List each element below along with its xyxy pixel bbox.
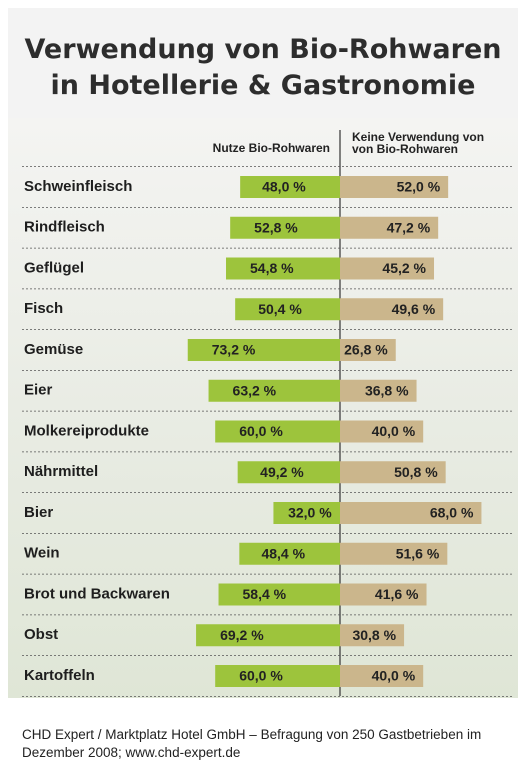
value-label: 26,8 % xyxy=(344,342,388,358)
value-label: 30,8 % xyxy=(352,627,396,643)
chart: Verwendung von Bio-Rohwaren in Hotelleri… xyxy=(0,0,526,769)
category-label: Nährmittel xyxy=(24,463,98,480)
category-label: Kartoffeln xyxy=(24,667,95,684)
bar xyxy=(196,624,340,646)
value-label: 60,0 % xyxy=(239,423,283,439)
value-label: 54,8 % xyxy=(250,260,294,276)
category-label: Molkereiprodukte xyxy=(24,422,149,439)
category-label: Fisch xyxy=(24,300,63,317)
value-label: 40,0 % xyxy=(372,423,416,439)
value-label: 45,2 % xyxy=(382,260,426,276)
value-label: 60,0 % xyxy=(239,668,283,684)
bar xyxy=(188,339,340,361)
category-label: Eier xyxy=(24,382,53,399)
legend-label: von Bio-Rohwaren xyxy=(352,142,458,156)
category-label: Bier xyxy=(24,504,53,521)
value-label: 36,8 % xyxy=(365,382,409,398)
category-label: Obst xyxy=(24,626,58,643)
page: Verwendung von Bio-Rohwaren in Hotelleri… xyxy=(0,0,526,769)
category-label: Schweinfleisch xyxy=(24,178,132,195)
value-label: 63,2 % xyxy=(233,382,277,398)
value-label: 68,0 % xyxy=(430,505,474,521)
value-label: 52,0 % xyxy=(397,179,441,195)
value-label: 58,4 % xyxy=(243,586,287,602)
category-label: Brot und Backwaren xyxy=(24,585,170,602)
category-label: Wein xyxy=(24,545,60,562)
source-note: CHD Expert / Marktplatz Hotel GmbH – Bef… xyxy=(22,726,512,762)
value-label: 48,0 % xyxy=(262,179,306,195)
chart-title: Verwendung von Bio-Rohwaren xyxy=(25,34,502,65)
chart-title: in Hotellerie & Gastronomie xyxy=(51,70,476,101)
value-label: 50,8 % xyxy=(394,464,438,480)
value-label: 41,6 % xyxy=(375,586,419,602)
value-label: 40,0 % xyxy=(372,668,416,684)
value-label: 49,2 % xyxy=(260,464,304,480)
value-label: 50,4 % xyxy=(258,301,302,317)
legend-label: Nutze Bio-Rohwaren xyxy=(213,141,330,155)
value-label: 48,4 % xyxy=(261,545,305,561)
value-label: 47,2 % xyxy=(387,219,431,235)
value-label: 52,8 % xyxy=(254,219,298,235)
category-label: Rindfleisch xyxy=(24,219,105,236)
category-label: Geflügel xyxy=(24,259,84,276)
category-label: Gemüse xyxy=(24,341,83,358)
chart-panel xyxy=(8,118,518,698)
value-label: 32,0 % xyxy=(288,505,332,521)
value-label: 73,2 % xyxy=(212,342,256,358)
value-label: 69,2 % xyxy=(220,627,264,643)
value-label: 51,6 % xyxy=(396,545,440,561)
value-label: 49,6 % xyxy=(392,301,436,317)
